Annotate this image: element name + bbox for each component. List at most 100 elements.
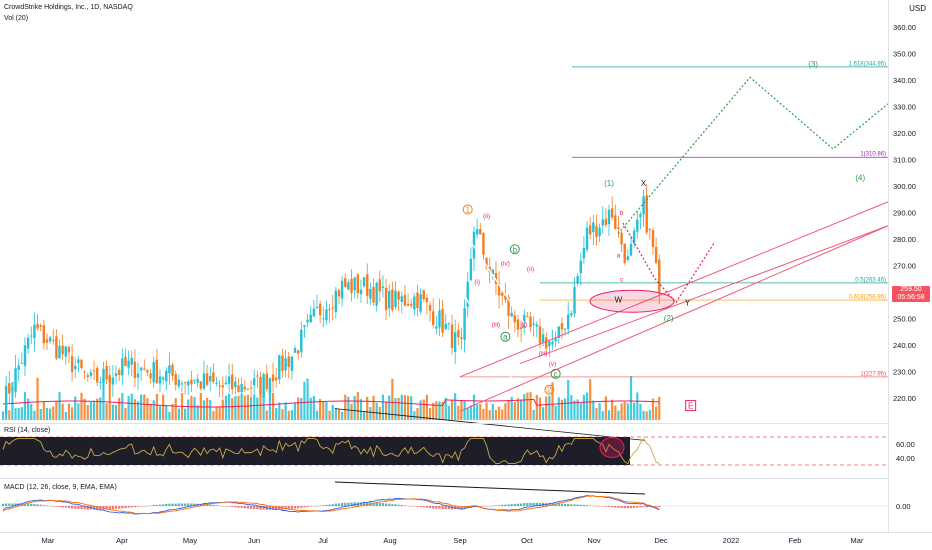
macd-histogram-bar (312, 506, 315, 507)
price-tick-label: 290.00 (893, 209, 916, 218)
candle (130, 357, 133, 365)
candle (463, 308, 466, 340)
candle (645, 195, 648, 233)
volume-bar (215, 407, 218, 420)
candle (20, 362, 24, 364)
macd-histogram-bar (529, 502, 532, 506)
macd-pane-separator[interactable] (0, 478, 888, 479)
volume-bar (218, 406, 221, 420)
candle (33, 324, 36, 339)
candle (595, 225, 598, 238)
volume-bar (256, 397, 259, 420)
candle (567, 314, 570, 330)
candle (312, 308, 316, 317)
price-tick-label: 240.00 (893, 341, 916, 350)
candle (485, 257, 488, 268)
sub-wave-label: (ii) (527, 266, 534, 273)
macd-histogram-bar (334, 503, 337, 506)
price-tick-label: 360.00 (893, 23, 916, 32)
wave-label-circle (550, 368, 561, 379)
macd-histogram-bar (52, 506, 55, 507)
wave-label: a (503, 333, 508, 342)
candle (554, 338, 557, 342)
price-tick-label: 350.00 (893, 50, 916, 59)
macd-legend: MACD (12, 26, close, 9, EMA, EMA) (4, 484, 117, 491)
candle (240, 384, 243, 393)
macd-histogram-bar (388, 503, 391, 506)
macd-histogram-bar (64, 506, 67, 508)
macd-histogram-bar (479, 506, 482, 507)
macd-histogram-bar (136, 506, 140, 507)
macd-histogram-bar (237, 506, 240, 508)
macd-histogram-bar (347, 502, 350, 506)
volume-bar (391, 378, 394, 420)
candle (92, 370, 96, 372)
candle (58, 345, 61, 359)
candle (318, 303, 322, 316)
macd-histogram-bar (375, 502, 378, 506)
candle (337, 290, 341, 297)
candle (475, 229, 479, 235)
volume-bar (655, 406, 658, 420)
candle (579, 260, 582, 274)
volume-bar (331, 404, 334, 420)
macd-histogram-bar (259, 506, 262, 510)
volume-bar (83, 398, 86, 420)
volume-bar (17, 407, 20, 420)
volume-bar (589, 379, 592, 420)
volume-bar (488, 410, 491, 420)
volume-bar (639, 403, 642, 420)
candle (284, 358, 287, 371)
macd-histogram-bar (174, 503, 177, 506)
volume-bar (187, 399, 190, 420)
macd-histogram-bar (513, 503, 516, 506)
macd-histogram-bar (240, 506, 243, 508)
candle (325, 309, 328, 321)
candle (413, 296, 416, 310)
volume-bar (99, 397, 102, 420)
time-tick-label: Apr (116, 536, 128, 545)
candle (48, 337, 52, 342)
volume-bar (168, 411, 171, 420)
candle (347, 282, 350, 290)
price-tick-label: 320.00 (893, 129, 916, 138)
candle (648, 228, 652, 230)
macd-histogram-bar (331, 504, 334, 506)
macd-histogram-bar (11, 503, 14, 506)
candle (460, 336, 463, 339)
macd-histogram-bar (419, 506, 422, 508)
volume-bar (70, 407, 74, 420)
volume-bar (249, 397, 253, 420)
sub-wave-label: a (617, 253, 621, 260)
candle (444, 323, 447, 330)
candle (372, 287, 375, 303)
volume-bar (96, 398, 99, 420)
rsi-pane-separator[interactable] (0, 423, 888, 424)
channel-middle-line (459, 225, 889, 412)
macd-histogram-bar (193, 503, 196, 506)
volume-bar (303, 381, 306, 420)
candle (551, 341, 554, 345)
volume-bar (617, 410, 620, 420)
price-axis-border (888, 0, 889, 532)
volume-bar (425, 394, 428, 420)
candle (205, 373, 209, 385)
volume-bar (450, 399, 454, 420)
candle (265, 373, 268, 389)
candle (610, 208, 614, 218)
candle (161, 377, 165, 380)
volume-bar (287, 410, 290, 420)
volume-bar (541, 407, 545, 420)
candle (601, 219, 604, 226)
fib-level-label: 1.618(344.95) (849, 61, 886, 67)
candle (406, 304, 410, 306)
volume-bar (636, 392, 639, 420)
candle (268, 378, 272, 393)
macd-histogram-bar (601, 506, 604, 507)
volume-bar (447, 406, 450, 420)
volume-bar (118, 397, 121, 420)
macd-histogram-bar (224, 506, 228, 507)
macd-histogram-bar (391, 504, 394, 506)
